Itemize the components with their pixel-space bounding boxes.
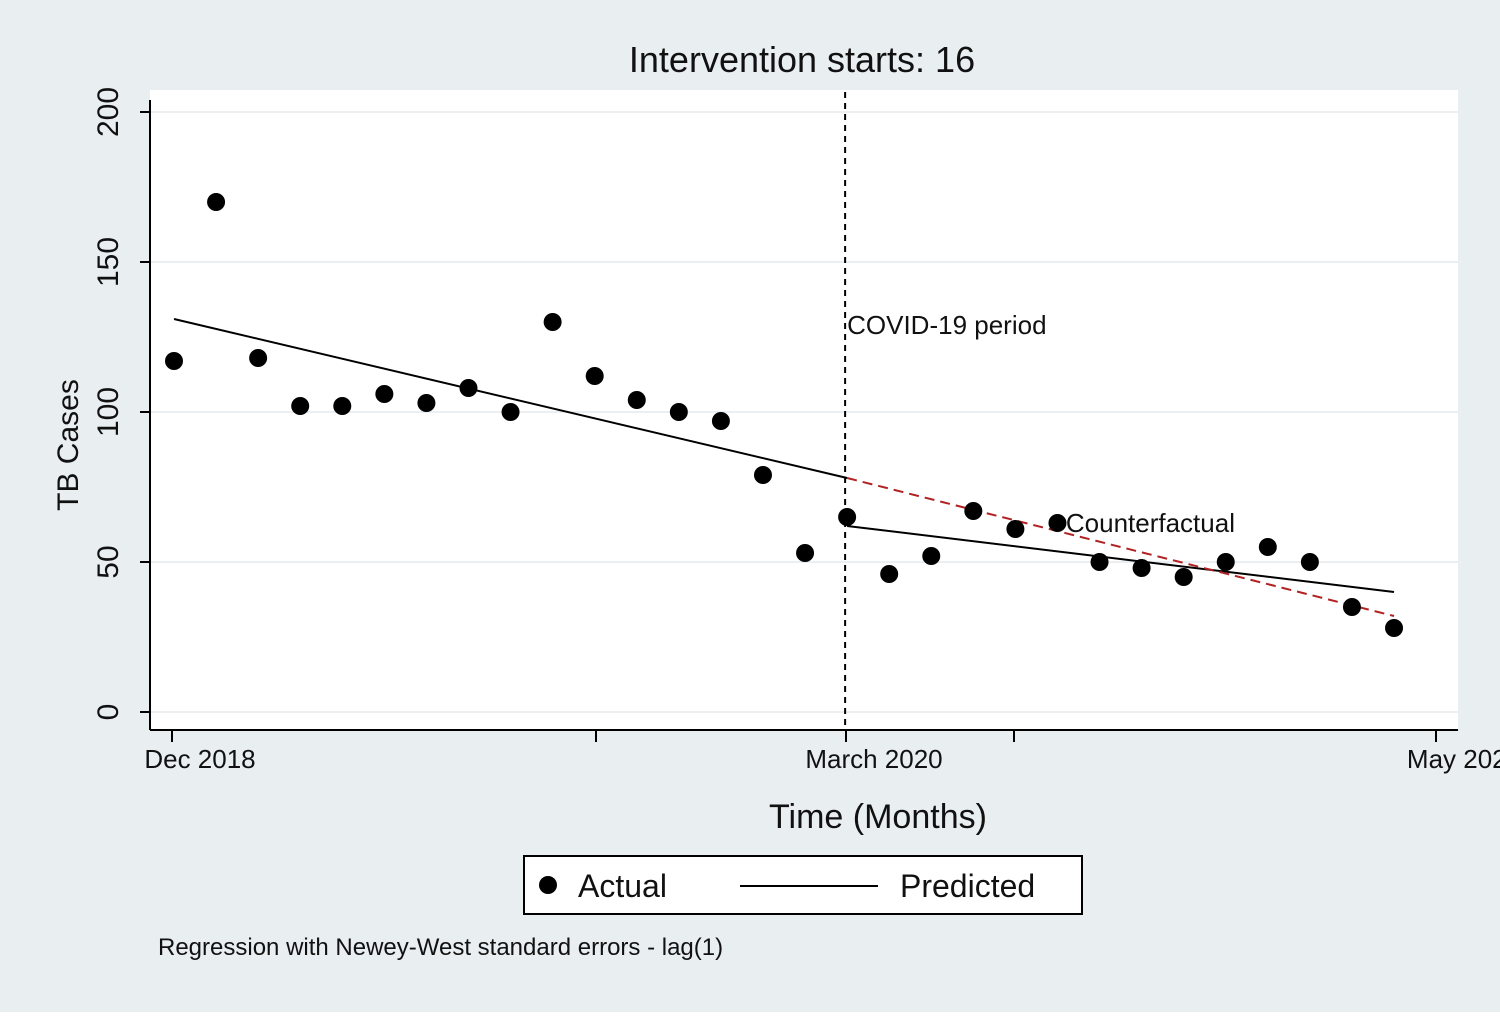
data-point [1300, 553, 1319, 571]
predicted-line-segment [847, 525, 1395, 593]
data-point [669, 403, 688, 421]
data-point [249, 349, 268, 367]
data-point [417, 394, 436, 412]
data-point [627, 391, 646, 409]
predicted-line-segment [173, 318, 848, 479]
x-tick-label: May 2021 [1407, 744, 1500, 774]
footnote: Regression with Newey-West standard erro… [158, 934, 723, 961]
y-axis-label: TB Cases [52, 379, 85, 511]
data-point [964, 502, 983, 520]
y-tick-label: 100 [92, 387, 125, 437]
plot-area [150, 90, 1458, 730]
data-point [375, 385, 394, 403]
data-point [207, 193, 226, 211]
series-lines [173, 92, 1395, 730]
y-tick-label: 200 [92, 87, 125, 137]
data-point [796, 544, 815, 562]
data-point [1342, 598, 1361, 616]
data-point [880, 565, 899, 583]
legend-actual-marker [539, 876, 557, 894]
series-points [165, 193, 1404, 637]
data-point [1174, 568, 1193, 586]
data-point [165, 352, 183, 370]
annotations: COVID-19 period Counterfactual [847, 310, 1235, 538]
legend-actual-label: Actual [578, 868, 667, 904]
y-tick-label: 150 [92, 237, 125, 287]
data-point [1132, 559, 1151, 577]
legend-predicted-label: Predicted [900, 868, 1035, 904]
data-point [1006, 520, 1025, 538]
data-point [838, 508, 857, 526]
data-point [1258, 538, 1277, 556]
data-point [333, 397, 352, 415]
chart-title: Intervention starts: 16 [629, 39, 975, 80]
data-point [753, 466, 772, 484]
data-point [1048, 514, 1067, 532]
data-point [711, 412, 730, 430]
covid-period-annotation: COVID-19 period [847, 310, 1046, 340]
counterfactual-annotation: Counterfactual [1066, 508, 1235, 538]
data-point [543, 313, 562, 331]
legend: Actual Predicted [523, 855, 1083, 915]
data-point [922, 547, 941, 565]
y-tick-label: 0 [92, 704, 125, 721]
data-point [291, 397, 310, 415]
data-point [1090, 553, 1109, 571]
data-point [459, 379, 478, 397]
data-point [1216, 553, 1235, 571]
x-tick-label: March 2020 [805, 744, 942, 774]
data-point [585, 367, 604, 385]
x-tick-label: Dec 2018 [144, 744, 255, 774]
axes: 0 50 100 150 200 Dec 2018 March 2020 May 2021 [92, 87, 1500, 774]
data-point [501, 403, 520, 421]
counterfactual-line [846, 477, 1395, 617]
y-tick-label: 50 [92, 545, 125, 578]
grid-lines [150, 111, 1458, 713]
x-axis-label: Time (Months) [769, 798, 987, 836]
data-point [1385, 619, 1404, 637]
